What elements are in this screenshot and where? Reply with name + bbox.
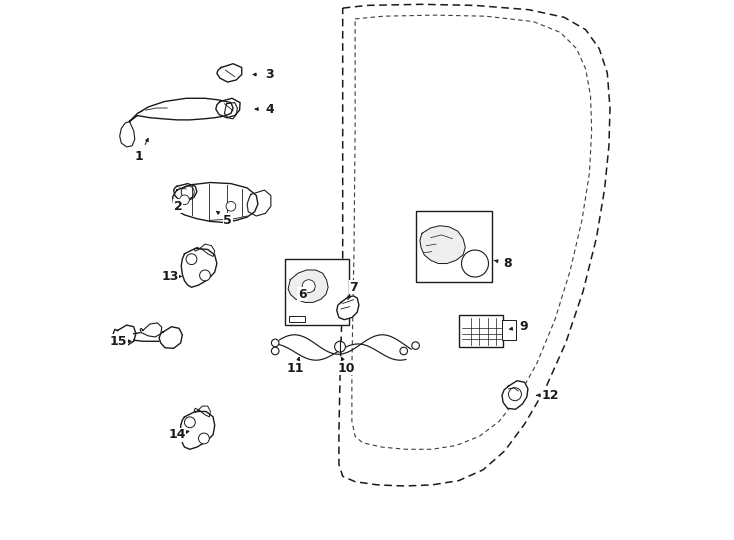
FancyBboxPatch shape: [459, 315, 503, 347]
Circle shape: [412, 342, 419, 349]
Polygon shape: [195, 244, 215, 256]
Circle shape: [302, 280, 315, 293]
Polygon shape: [129, 98, 233, 122]
Circle shape: [200, 270, 211, 281]
Circle shape: [509, 388, 521, 401]
Text: 5: 5: [223, 214, 232, 227]
Text: 14: 14: [168, 428, 186, 441]
Text: 6: 6: [298, 288, 307, 301]
FancyBboxPatch shape: [415, 211, 493, 282]
Polygon shape: [113, 325, 136, 346]
Polygon shape: [502, 381, 528, 409]
Circle shape: [272, 347, 279, 355]
Text: 13: 13: [161, 270, 178, 283]
Text: 7: 7: [349, 281, 358, 294]
FancyBboxPatch shape: [289, 316, 305, 322]
Polygon shape: [247, 190, 271, 216]
Polygon shape: [225, 103, 237, 119]
Polygon shape: [120, 122, 135, 147]
Text: 15: 15: [110, 335, 128, 348]
Circle shape: [180, 195, 189, 205]
Polygon shape: [420, 226, 465, 264]
Text: 11: 11: [287, 362, 305, 375]
Circle shape: [181, 186, 195, 199]
Circle shape: [272, 339, 279, 347]
Polygon shape: [288, 270, 328, 302]
Polygon shape: [181, 411, 215, 449]
FancyBboxPatch shape: [502, 320, 515, 340]
Polygon shape: [172, 183, 258, 222]
Circle shape: [226, 201, 236, 211]
Polygon shape: [216, 98, 240, 118]
Text: 1: 1: [135, 150, 143, 163]
Polygon shape: [159, 327, 182, 348]
Circle shape: [462, 250, 489, 277]
Text: 3: 3: [266, 68, 274, 81]
Polygon shape: [174, 184, 197, 201]
Circle shape: [198, 433, 209, 444]
Polygon shape: [337, 296, 359, 320]
Text: 4: 4: [266, 103, 275, 116]
Text: 8: 8: [503, 257, 512, 270]
Text: 10: 10: [338, 362, 355, 375]
Circle shape: [186, 254, 197, 265]
Circle shape: [335, 341, 346, 352]
Circle shape: [184, 417, 195, 428]
Text: 2: 2: [174, 200, 182, 213]
Polygon shape: [181, 248, 217, 287]
FancyBboxPatch shape: [285, 259, 349, 325]
Polygon shape: [140, 323, 161, 337]
Text: 12: 12: [542, 389, 559, 402]
Circle shape: [400, 347, 407, 355]
Text: 9: 9: [519, 320, 528, 333]
Polygon shape: [195, 406, 211, 417]
Polygon shape: [217, 64, 241, 82]
